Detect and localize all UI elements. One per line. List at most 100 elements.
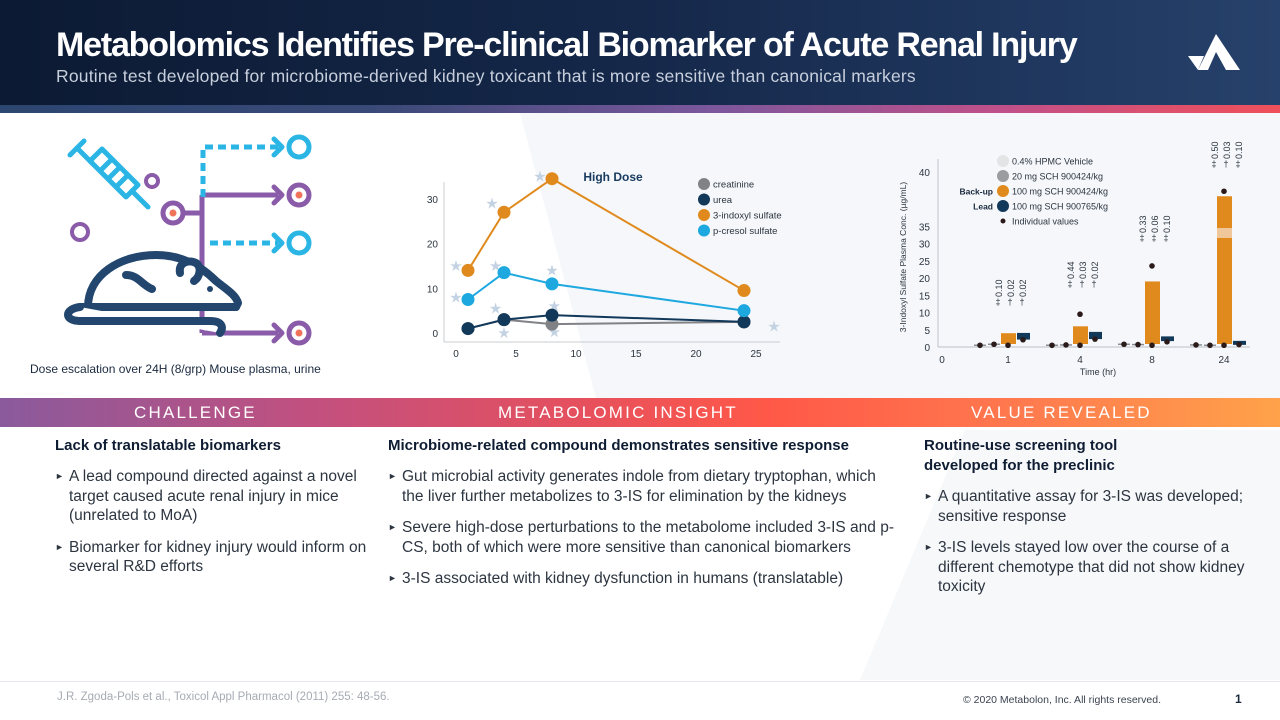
svg-text:0.03: 0.03 xyxy=(1078,261,1088,279)
insight-bullets: ► Gut microbial activity generates indole… xyxy=(388,467,900,589)
chart-plot-area: 0 5 10 15 20 25 30 35 40 3-Indoxyl Sulfate Plasma… xyxy=(898,141,1250,377)
svg-text:30: 30 xyxy=(919,240,931,251)
svg-text:Back-up: Back-up xyxy=(959,187,993,197)
svg-text:35: 35 xyxy=(919,222,931,233)
svg-text:0.02: 0.02 xyxy=(1090,261,1100,279)
svg-text:†: † xyxy=(1079,279,1084,289)
svg-text:0.33: 0.33 xyxy=(1138,215,1148,233)
svg-text:★: ★ xyxy=(449,289,462,306)
svg-text:Time (hr): Time (hr) xyxy=(1080,367,1116,377)
svg-text:24: 24 xyxy=(1218,355,1230,366)
svg-text:0.02: 0.02 xyxy=(1006,279,1016,297)
svg-text:0: 0 xyxy=(924,343,930,354)
value-heading: Routine-use screening tool developed for… xyxy=(924,437,1118,474)
svg-text:20: 20 xyxy=(427,240,439,251)
svg-text:3-indoxyl sulfate: 3-indoxyl sulfate xyxy=(713,211,782,222)
svg-text:15: 15 xyxy=(919,291,931,302)
indoxyl-sulfate-bar-chart: 0 5 10 15 20 25 30 35 40 3-Indoxyl Sulfate Plasma… xyxy=(898,141,1250,377)
svg-text:40: 40 xyxy=(919,168,931,179)
page-subtitle: Routine test developed for microbiome-de… xyxy=(56,66,916,86)
challenge-column: Lack of translatable biomarkers ► A lead … xyxy=(55,436,385,589)
section-label-value: VALUE REVEALED xyxy=(971,403,1152,422)
svg-text:0.50: 0.50 xyxy=(1210,141,1220,159)
svg-text:10: 10 xyxy=(427,284,439,295)
value-column: Routine-use screening tool developed for… xyxy=(924,436,1254,609)
svg-text:‡: ‡ xyxy=(1151,233,1156,243)
svg-text:0.10: 0.10 xyxy=(1234,141,1244,159)
bullet-arrow-icon: ► xyxy=(55,541,64,552)
list-item: ► A quantitative assay for 3-IS was devel… xyxy=(924,488,1244,525)
svg-text:‡: ‡ xyxy=(1163,233,1168,243)
bullet-arrow-icon: ► xyxy=(55,471,64,481)
svg-text:creatinine: creatinine xyxy=(713,180,754,191)
svg-text:0.06: 0.06 xyxy=(1150,215,1160,233)
svg-text:★: ★ xyxy=(767,318,780,335)
bullet-arrow-icon: ► xyxy=(924,491,933,501)
challenge-heading: Lack of translatable biomarkers xyxy=(55,437,281,454)
insight-heading: Microbiome-related compound demonstrates… xyxy=(388,437,849,454)
svg-text:5: 5 xyxy=(924,326,930,337)
list-item: ► Gut microbial activity generates indole… xyxy=(388,468,876,505)
svg-text:0.02: 0.02 xyxy=(1018,279,1028,297)
svg-text:0.10: 0.10 xyxy=(994,279,1004,297)
page-number: 1 xyxy=(1235,692,1242,706)
svg-text:0: 0 xyxy=(432,329,438,340)
metabolon-logo-icon xyxy=(1188,34,1240,70)
bullet-arrow-icon: ► xyxy=(388,573,397,583)
footer-citation: J.R. Zgoda-Pols et al., Toxicol Appl Pha… xyxy=(57,691,390,703)
svg-text:10: 10 xyxy=(570,349,582,360)
svg-text:†: † xyxy=(1019,297,1024,307)
svg-text:8: 8 xyxy=(1149,355,1155,366)
svg-text:Individual values: Individual values xyxy=(1012,217,1079,227)
svg-text:25: 25 xyxy=(919,257,931,268)
bullet-arrow-icon: ► xyxy=(388,522,397,532)
value-bullets: ► A quantitative assay for 3-IS was devel… xyxy=(924,487,1254,597)
svg-text:†: † xyxy=(1223,159,1228,169)
svg-text:20: 20 xyxy=(919,274,931,285)
bullet-arrow-icon: ► xyxy=(388,471,397,481)
svg-text:†: † xyxy=(1007,297,1012,307)
svg-text:0: 0 xyxy=(453,349,459,360)
svg-text:25: 25 xyxy=(750,349,762,360)
svg-text:0.10: 0.10 xyxy=(1162,215,1172,233)
svg-text:★: ★ xyxy=(533,168,546,185)
svg-text:5: 5 xyxy=(513,349,519,360)
footer-divider xyxy=(0,681,1280,682)
svg-text:30: 30 xyxy=(427,195,439,206)
svg-text:★: ★ xyxy=(497,325,510,342)
mouse-icon xyxy=(64,251,242,337)
list-item: ► Biomarker for kidney injury would infor… xyxy=(55,538,367,576)
list-item: ► 3-IS levels stayed low over the course … xyxy=(924,539,1245,595)
svg-text:10: 10 xyxy=(919,309,931,320)
list-item: ► Severe high-dose perturbations to the m… xyxy=(388,519,894,556)
svg-text:‡: ‡ xyxy=(1067,279,1072,289)
header-banner xyxy=(0,0,1280,105)
insight-column: Microbiome-related compound demonstrates… xyxy=(388,436,900,601)
syringe-icon xyxy=(67,138,151,210)
svg-text:High Dose: High Dose xyxy=(583,170,643,184)
svg-text:3-Indoxyl Sulfate Plasma Conc.: 3-Indoxyl Sulfate Plasma Conc. (µg/mL) xyxy=(898,182,908,333)
svg-text:20: 20 xyxy=(690,349,702,360)
section-label-insight: METABOLOMIC INSIGHT xyxy=(498,403,738,422)
footer-copyright: © 2020 Metabolon, Inc. All rights reserv… xyxy=(963,694,1162,706)
svg-text:0.44: 0.44 xyxy=(1066,261,1076,279)
svg-text:0.4% HPMC Vehicle: 0.4% HPMC Vehicle xyxy=(1012,157,1093,167)
svg-text:‡: ‡ xyxy=(1235,159,1240,169)
svg-text:0: 0 xyxy=(939,355,945,366)
background-shape xyxy=(520,113,1280,398)
section-label-challenge: CHALLENGE xyxy=(134,403,257,422)
svg-text:100 mg SCH 900765/kg: 100 mg SCH 900765/kg xyxy=(1012,202,1108,212)
mouse-dosing-icon xyxy=(64,134,312,346)
svg-text:★: ★ xyxy=(545,262,558,279)
svg-text:20 mg SCH 900424/kg: 20 mg SCH 900424/kg xyxy=(1012,172,1103,182)
svg-text:Lead: Lead xyxy=(973,202,993,212)
illustration-caption: Dose escalation over 24H (8/grp) Mouse p… xyxy=(30,362,321,376)
svg-text:†: † xyxy=(1091,279,1096,289)
challenge-bullets: ► A lead compound directed against a nove… xyxy=(55,467,385,577)
svg-text:★: ★ xyxy=(489,300,502,317)
svg-text:‡: ‡ xyxy=(1211,159,1216,169)
list-item: ► 3-IS associated with kidney dysfunction… xyxy=(388,570,844,587)
svg-text:urea: urea xyxy=(713,195,733,206)
